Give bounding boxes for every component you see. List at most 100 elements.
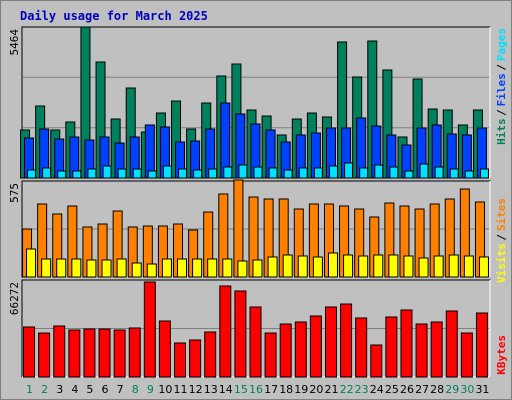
pages-bar-6 [102,165,112,179]
pages-bar-25 [389,166,399,179]
kbytes-bar-9 [143,281,156,378]
sites-bar-18 [282,254,293,278]
files-bar-9 [144,124,155,179]
day-label-21: 21 [324,383,338,396]
pages-bar-20 [313,167,323,179]
day-label-30: 30 [460,383,474,396]
sites-bar-19 [297,255,308,278]
sites-bar-3 [56,258,67,278]
kbytes-bar-1 [23,326,36,378]
kbytes-bar-3 [53,325,66,378]
day-label-20: 20 [309,383,323,396]
sites-bar-13 [207,258,218,278]
day-label-8: 8 [132,383,139,396]
day-label-23: 23 [355,383,369,396]
sites-bar-1 [26,248,37,278]
sites-bar-8 [131,262,142,278]
day-label-9: 9 [147,383,154,396]
sites-bar-30 [463,255,474,278]
legend-top-separator-2: / [495,109,508,116]
day-label-14: 14 [219,383,233,396]
pages-bar-12 [193,169,203,179]
kbytes-bar-12 [189,339,202,378]
sites-bar-22 [343,254,354,278]
sites-bar-28 [433,255,444,278]
day-label-3: 3 [56,383,63,396]
day-label-10: 10 [158,383,172,396]
sites-bar-29 [448,254,459,278]
day-label-5: 5 [86,383,93,396]
kbytes-bar-16 [249,306,262,378]
pages-bar-7 [117,168,127,179]
pages-bar-5 [87,168,97,179]
sites-bar-14 [222,258,233,278]
sites-bar-24 [373,254,384,278]
day-label-6: 6 [102,383,109,396]
kbytes-bar-7 [113,329,126,378]
sites-bar-10 [161,258,172,278]
pages-bar-9 [147,170,157,179]
legend-top-pages: Pages [495,28,508,61]
sites-bar-23 [358,255,369,278]
kbytes-bar-27 [415,323,428,378]
sites-bar-2 [41,258,52,278]
pages-bar-15 [238,164,248,179]
kbytes-bar-29 [445,310,458,378]
sites-bar-21 [327,252,338,278]
day-label-24: 24 [370,383,384,396]
pages-bar-8 [132,168,142,179]
day-label-2: 2 [41,383,48,396]
sites-bar-11 [177,258,188,278]
pages-bar-28 [434,166,444,179]
pages-bar-30 [464,170,474,179]
pages-bar-29 [449,168,459,179]
kbytes-bar-22 [340,303,353,378]
legend-top-hits: Hits [495,118,508,144]
kbytes-bar-14 [219,285,232,378]
day-label-16: 16 [249,383,263,396]
pages-bar-19 [298,167,308,179]
pages-bar-22 [344,162,354,179]
pages-bar-3 [57,170,67,179]
legend-top-files: Files [495,73,508,106]
sites-bar-25 [388,254,399,278]
pages-bar-16 [253,166,263,179]
sites-bar-26 [403,255,414,278]
sites-bar-27 [418,257,429,278]
legend-mid-visits: Visits [495,243,508,283]
pages-bar-4 [72,170,82,179]
pages-bar-17 [268,167,278,179]
sites-bar-16 [252,259,263,278]
kbytes-bar-30 [460,332,473,378]
kbytes-bar-20 [309,315,322,378]
pages-bar-24 [374,164,384,179]
pages-bar-10 [162,165,172,179]
day-label-15: 15 [234,383,248,396]
kbytes-bar-31 [475,312,488,378]
kbytes-bar-21 [324,306,337,378]
day-label-7: 7 [117,383,124,396]
pages-bar-18 [283,169,293,179]
day-label-18: 18 [279,383,293,396]
day-label-27: 27 [415,383,429,396]
kbytes-bar-5 [83,328,96,378]
sites-bar-6 [101,259,112,278]
kbytes-bar-28 [430,321,443,378]
bot-ymax-label: 66272 [8,282,21,315]
pages-bar-27 [419,163,429,179]
legend-mid-sites: Sites [495,198,508,231]
kbytes-bar-15 [234,290,247,378]
day-label-26: 26 [400,383,414,396]
pages-bar-31 [479,168,489,179]
day-label-11: 11 [174,383,188,396]
day-label-19: 19 [294,383,308,396]
pages-bar-26 [404,170,414,179]
kbytes-bar-11 [174,342,187,378]
kbytes-bar-8 [128,327,141,378]
kbytes-bar-4 [68,329,81,378]
legend-mid-separator-1: / [495,234,508,241]
kbytes-bar-23 [355,317,368,378]
pages-bar-21 [328,165,338,179]
sites-bar-12 [192,258,203,278]
